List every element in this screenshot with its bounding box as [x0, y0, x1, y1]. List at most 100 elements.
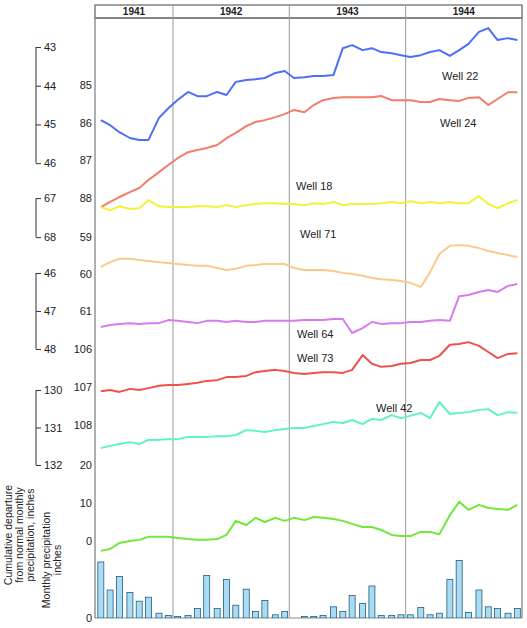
tick: 87: [80, 154, 93, 166]
bar: [272, 615, 278, 618]
axis-line: [36, 47, 37, 163]
tick: 67: [36, 192, 56, 204]
series-line: [101, 402, 518, 448]
bar: [282, 612, 288, 618]
plot-area: [98, 28, 521, 618]
bar: [331, 607, 337, 618]
bar: [398, 615, 404, 618]
axis-title: inches: [51, 545, 63, 575]
axis-title: precipitation, inches: [24, 489, 36, 582]
series-line: [101, 342, 518, 392]
tick: 86: [80, 117, 93, 129]
bar: [389, 616, 395, 618]
series-line: [101, 28, 518, 140]
year-label: 1942: [220, 6, 243, 17]
year-label: 1944: [453, 6, 476, 17]
tick: 88: [80, 192, 93, 204]
bar: [349, 596, 355, 618]
bar: [495, 608, 501, 618]
header-box: [95, 5, 522, 18]
bar: [291, 618, 297, 619]
bar: [456, 560, 462, 618]
tick-label: 59: [80, 231, 92, 243]
tick-mark: [36, 47, 41, 48]
year-label: 1943: [336, 6, 359, 17]
tick-mark: [36, 237, 41, 238]
tick-label: 43: [44, 41, 56, 53]
tick: 48: [36, 343, 56, 355]
tick: 43: [36, 41, 56, 53]
series-line: [101, 196, 518, 210]
tick: 46: [36, 267, 56, 279]
tick-label: 106: [74, 343, 92, 355]
bar: [407, 615, 413, 618]
axis-line: [36, 198, 37, 237]
outer-axis: 6768: [36, 192, 56, 243]
inner-axis: 59 60 61: [80, 231, 93, 317]
tick: 132: [36, 459, 62, 471]
tick-label: 48: [44, 343, 56, 355]
tick-label: 88: [80, 192, 92, 204]
tick: 60: [80, 268, 93, 280]
tick-label: 46: [44, 157, 56, 169]
bars: [98, 560, 521, 618]
tick: 59: [80, 231, 93, 243]
bar: [185, 616, 191, 618]
bar: [262, 600, 268, 618]
tick: 61: [80, 305, 93, 317]
bar: [418, 608, 424, 618]
bar: [136, 601, 142, 618]
tick: 130: [36, 384, 62, 396]
series-label: Well 22: [442, 70, 478, 82]
tick-mark: [36, 124, 41, 125]
tick-mark: [36, 428, 41, 429]
bar: [514, 608, 520, 618]
tick-mark: [36, 390, 41, 391]
tick: 20: [80, 459, 93, 471]
tick-label: 61: [80, 305, 92, 317]
outer-axis: 464748: [36, 267, 56, 355]
bar: [223, 580, 229, 618]
bar: [165, 616, 171, 618]
plot-frame: [95, 18, 522, 618]
inner-axis: 01020: [80, 459, 93, 547]
tick-label: 87: [80, 154, 92, 166]
inner-axis: 0: [86, 612, 93, 624]
tick-label: 130: [44, 384, 62, 396]
bar: [175, 616, 181, 618]
series-line: [101, 502, 518, 551]
tick-label: 44: [44, 80, 56, 92]
year-divider: [405, 5, 406, 618]
outer-axis: 43 44 45 46: [36, 41, 56, 169]
bar: [253, 612, 259, 618]
chart: 1941194219431944Well 22Well 24Well 18Wel…: [0, 0, 527, 628]
labels: Well 22Well 24Well 18Well 71Well 64Well …: [2, 70, 478, 608]
tick-mark: [36, 273, 41, 274]
bar: [447, 580, 453, 618]
tick: 107: [74, 381, 93, 393]
bar: [127, 592, 133, 618]
bar: [146, 597, 152, 618]
year-label: 1941: [123, 6, 146, 17]
bar: [98, 562, 104, 618]
tick-label: 0: [86, 535, 92, 547]
tick-mark: [36, 311, 41, 312]
tick-mark: [36, 163, 41, 164]
bar: [340, 612, 346, 618]
tick-label: 108: [74, 419, 92, 431]
tick: 85: [80, 79, 93, 91]
bar: [476, 590, 482, 618]
tick: 131: [36, 422, 62, 434]
tick: 45: [36, 118, 56, 130]
bar: [194, 608, 200, 618]
tick-label: 60: [80, 268, 92, 280]
tick-mark: [36, 198, 41, 199]
tick: 46: [36, 157, 56, 169]
series-line: [101, 245, 518, 287]
tick-mark: [36, 349, 41, 350]
tick-mark: [36, 465, 41, 466]
tick-label: 86: [80, 117, 92, 129]
series-label: Well 24: [440, 117, 476, 129]
bar: [214, 608, 220, 618]
bar: [116, 576, 122, 618]
